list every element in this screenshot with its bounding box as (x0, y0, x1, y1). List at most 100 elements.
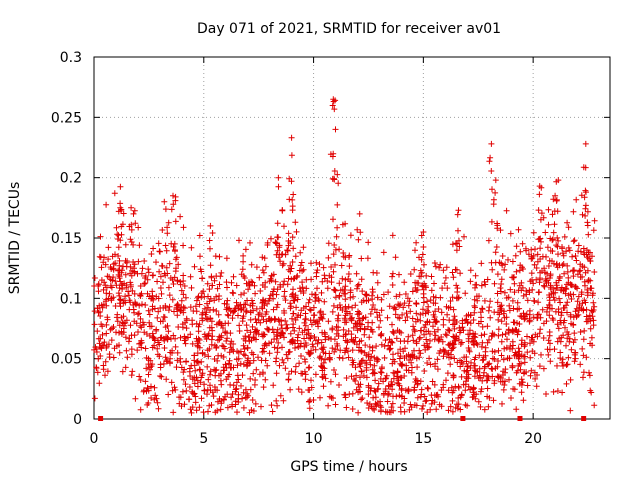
data-point (421, 368, 428, 374)
data-point (259, 369, 266, 376)
data-point (299, 268, 306, 274)
data-point (302, 315, 309, 322)
data-point (550, 260, 557, 267)
data-point (535, 207, 542, 214)
data-point (560, 332, 567, 339)
data-point (369, 405, 376, 412)
data-point (339, 275, 346, 282)
data-point (238, 306, 245, 313)
data-point (298, 259, 305, 266)
data-point (540, 365, 547, 372)
data-point (306, 405, 313, 412)
data-point (571, 237, 578, 244)
data-point (280, 281, 287, 288)
data-point (549, 315, 556, 322)
data-point (235, 355, 242, 362)
data-point (457, 341, 464, 347)
data-point (332, 346, 339, 353)
data-point (432, 363, 438, 370)
data-point (563, 342, 569, 349)
data-point (413, 338, 420, 345)
data-point (226, 361, 233, 368)
data-point (287, 305, 294, 312)
data-point (517, 366, 524, 373)
data-point (500, 386, 507, 393)
data-point (285, 376, 292, 383)
data-point (481, 278, 488, 285)
data-point (553, 178, 560, 185)
data-point (288, 134, 295, 141)
data-point (331, 168, 338, 174)
data-point (426, 355, 433, 362)
data-point (154, 314, 161, 321)
data-point (332, 401, 339, 408)
data-point (296, 360, 303, 367)
data-point (568, 281, 574, 288)
data-point (518, 389, 525, 396)
data-point (287, 300, 294, 307)
data-point (556, 273, 563, 280)
data-point (165, 391, 172, 398)
data-point (464, 363, 471, 369)
data-point (440, 321, 447, 328)
data-point (200, 288, 207, 295)
data-point (172, 197, 179, 204)
data-point (551, 221, 558, 228)
data-point (305, 299, 312, 306)
data-point (524, 382, 531, 389)
y-tick-label: 0.3 (60, 50, 82, 66)
data-point (498, 281, 505, 287)
data-point (547, 340, 553, 347)
data-point (576, 268, 583, 275)
data-point (493, 244, 500, 250)
data-point (198, 268, 205, 275)
data-point (125, 288, 132, 295)
data-point (425, 309, 432, 316)
data-point (191, 263, 198, 270)
data-point (500, 310, 507, 317)
data-point (127, 263, 134, 270)
data-point (112, 278, 119, 285)
data-point (103, 330, 110, 337)
data-point (397, 374, 404, 381)
data-point (276, 362, 283, 369)
data-point (153, 293, 160, 300)
data-point (245, 286, 252, 293)
data-point (117, 297, 124, 304)
data-point (123, 259, 130, 266)
data-point (326, 355, 333, 362)
data-point (241, 275, 248, 281)
data-point (182, 381, 189, 388)
data-point (414, 364, 421, 371)
data-point (354, 285, 360, 292)
data-point (374, 358, 380, 365)
data-point (463, 375, 470, 382)
data-point (171, 308, 177, 315)
data-point (536, 191, 543, 198)
data-point (536, 236, 543, 243)
data-point (436, 264, 443, 271)
data-point (581, 194, 588, 201)
data-point (537, 245, 544, 252)
data-point (455, 294, 462, 301)
data-point (287, 262, 294, 269)
data-point (149, 288, 156, 295)
data-point (180, 304, 187, 311)
data-point (407, 401, 414, 408)
data-point (273, 370, 280, 377)
data-point (400, 304, 407, 311)
data-point (91, 395, 98, 402)
data-point (503, 314, 510, 321)
data-point (128, 346, 135, 353)
data-point (421, 261, 427, 268)
data-point (519, 379, 526, 386)
data-point (580, 164, 587, 171)
data-point (495, 332, 502, 339)
data-point (518, 382, 525, 388)
data-point (420, 290, 427, 297)
data-point (128, 239, 135, 245)
data-point (555, 251, 561, 258)
data-point (591, 217, 598, 224)
data-point (330, 98, 337, 105)
data-point (559, 250, 566, 257)
